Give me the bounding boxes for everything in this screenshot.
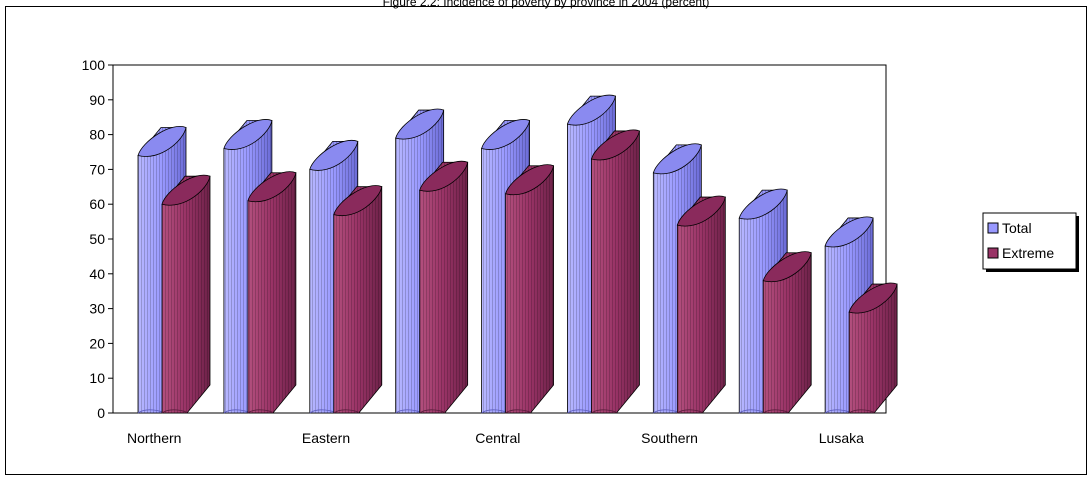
bar-cap	[762, 251, 812, 283]
y-tick-label: 0	[97, 405, 105, 421]
x-tick-label: Lusaka	[819, 430, 864, 446]
legend-swatch-total	[987, 222, 999, 234]
bar-cap	[505, 164, 555, 196]
bar-texture	[763, 252, 812, 413]
x-tick-label: Northern	[127, 430, 181, 446]
bar-cap	[738, 188, 788, 220]
bar-cap	[395, 108, 445, 140]
bar-cap	[419, 160, 469, 192]
bar-texture	[162, 176, 210, 413]
bar-extreme-western	[762, 251, 812, 414]
bar-base	[505, 409, 531, 414]
x-tick-label: Southern	[641, 430, 698, 446]
y-tick-label: 30	[89, 301, 105, 317]
y-tick-label: 50	[89, 231, 105, 247]
bar-texture	[505, 165, 554, 413]
bar-extreme-eastern	[333, 185, 383, 414]
bar-texture	[849, 284, 898, 413]
bar-base	[591, 409, 617, 414]
bar-base	[333, 409, 360, 414]
bar-texture	[591, 130, 640, 413]
bar-cap	[824, 216, 874, 248]
bar-extreme-northern	[161, 174, 211, 414]
bar-texture	[677, 197, 726, 413]
bar-texture	[333, 186, 382, 413]
bar-base	[419, 409, 446, 414]
bar-base	[161, 409, 188, 414]
y-tick-label: 70	[89, 161, 105, 177]
y-tick-label: 60	[89, 196, 105, 212]
y-tick-label: 80	[89, 127, 105, 143]
legend-box	[982, 212, 1077, 270]
legend-label-extreme: Extreme	[1002, 245, 1054, 261]
legend-label-total: Total	[1002, 220, 1032, 236]
bar-cap	[309, 139, 359, 171]
bar-cap	[223, 119, 273, 150]
bar-cap	[333, 185, 383, 217]
bar-extreme-southern	[676, 195, 726, 414]
y-tick-label: 90	[89, 92, 105, 108]
bar-cap	[652, 143, 702, 175]
bar-extreme-lusaka	[848, 282, 898, 414]
bar-extreme-central	[505, 164, 555, 414]
bar-base	[762, 409, 789, 414]
bar-base	[848, 409, 875, 414]
y-tick-label: 10	[89, 370, 105, 386]
bar-base	[247, 409, 274, 414]
bar-cap	[566, 94, 616, 126]
bar-cap	[137, 126, 187, 157]
bar-extreme-luapula	[247, 171, 297, 414]
bar-texture	[247, 172, 296, 413]
y-tick-label: 20	[89, 335, 105, 351]
bar-cap	[161, 174, 211, 206]
y-tick-label: 40	[89, 266, 105, 282]
bar-extreme-north-western	[590, 129, 640, 414]
bar-base	[677, 409, 703, 414]
x-tick-label: Eastern	[302, 430, 350, 446]
y-tick-label: 100	[82, 57, 106, 73]
bar-cap	[247, 171, 297, 203]
bar-cap	[676, 195, 726, 227]
bar-texture	[419, 162, 468, 413]
bar-cap	[481, 119, 531, 150]
bar-cap	[848, 282, 898, 314]
bar-extreme-copperbelt	[419, 160, 469, 414]
chart-title: Figure 2.2: Incidence of poverty by prov…	[382, 0, 710, 9]
bar-cap	[590, 129, 640, 161]
x-tick-label: Central	[475, 430, 520, 446]
legend-swatch-extreme	[987, 247, 999, 259]
